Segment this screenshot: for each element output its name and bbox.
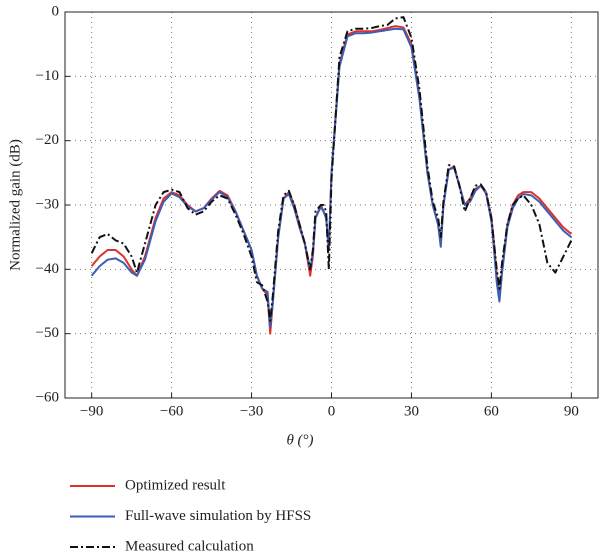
y-axis-label: Normalized gain (dB): [7, 139, 23, 271]
y-tick-label: −30: [36, 196, 59, 212]
x-tick-label: −30: [240, 403, 263, 419]
plot-frame: [64, 11, 599, 399]
x-tick-label: 60: [484, 403, 499, 419]
legend-label: Measured calculation: [125, 538, 254, 554]
y-tick-label: 0: [52, 3, 60, 19]
x-tick-label: −60: [160, 403, 183, 419]
y-tick-label: −50: [36, 325, 59, 341]
legend-label: Optimized result: [125, 477, 226, 493]
series-line: [90, 16, 573, 322]
y-tick-label: −10: [36, 68, 59, 84]
x-tick-label: 30: [404, 403, 419, 419]
x-tick-label: 90: [564, 403, 579, 419]
x-tick-label: −90: [80, 403, 103, 419]
legend-label: Full-wave simulation by HFSS: [125, 508, 311, 524]
x-axis-label: θ (°): [286, 432, 313, 448]
y-tick-label: −60: [36, 389, 59, 405]
x-tick-label: 0: [328, 403, 336, 419]
y-tick-label: −20: [36, 132, 59, 148]
y-tick-label: −40: [36, 261, 59, 277]
